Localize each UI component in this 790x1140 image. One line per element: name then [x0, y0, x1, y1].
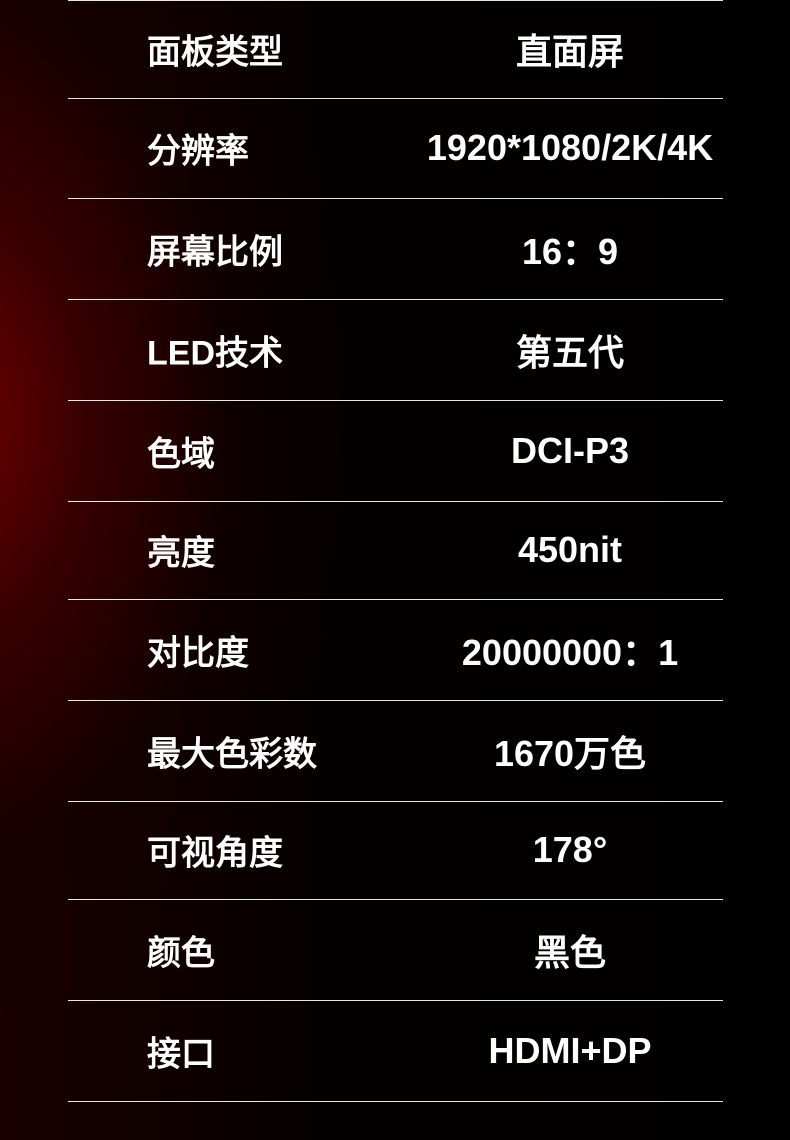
row-divider [68, 1000, 723, 1001]
spec-label: 色域 [147, 435, 215, 473]
spec-row: 对比度 20000000：1 [68, 599, 723, 700]
spec-value: 16：9 [521, 230, 619, 272]
spec-row: 色域 DCI-P3 [68, 400, 723, 501]
spec-row: 颜色 黑色 [68, 899, 723, 1000]
row-divider [68, 501, 723, 502]
spec-value: 178° [532, 829, 608, 870]
spec-row: 面板类型 直面屏 [68, 0, 723, 98]
spec-label: 颜色 [147, 934, 215, 972]
row-divider [68, 299, 723, 300]
spec-value: 1920*1080/2K/4K [426, 127, 714, 168]
spec-row: 接口 HDMI+DP [68, 1000, 723, 1101]
spec-value: 1670万色 [493, 732, 647, 774]
row-divider [68, 198, 723, 199]
spec-row: 可视角度 178° [68, 801, 723, 899]
spec-label: 屏幕比例 [147, 233, 283, 271]
spec-value: 黑色 [533, 931, 607, 973]
spec-value: 20000000：1 [461, 631, 679, 673]
row-divider [68, 700, 723, 701]
spec-label: 接口 [147, 1035, 215, 1073]
spec-value: DCI-P3 [510, 429, 630, 471]
spec-row: LED技术 第五代 [68, 299, 723, 400]
spec-label: 分辨率 [147, 132, 249, 171]
spec-label: 面板类型 [147, 33, 283, 72]
spec-value: 450nit [517, 529, 623, 570]
row-divider [68, 98, 723, 99]
spec-row: 分辨率 1920*1080/2K/4K [68, 98, 723, 198]
spec-label: 亮度 [147, 534, 215, 573]
row-divider [68, 899, 723, 900]
spec-value: HDMI+DP [488, 1029, 652, 1071]
spec-row: 最大色彩数 1670万色 [68, 700, 723, 801]
row-divider [68, 0, 723, 1]
spec-value: 直面屏 [515, 31, 625, 72]
spec-value: 第五代 [515, 331, 625, 373]
spec-label: 最大色彩数 [147, 735, 317, 773]
row-divider [68, 1101, 723, 1102]
row-divider [68, 801, 723, 802]
spec-label: 对比度 [147, 634, 249, 672]
spec-row: 屏幕比例 16：9 [68, 198, 723, 299]
row-divider [68, 400, 723, 401]
spec-label: LED技术 [147, 334, 283, 372]
row-divider [68, 599, 723, 600]
spec-label: 可视角度 [147, 834, 283, 873]
spec-row: 亮度 450nit [68, 501, 723, 599]
